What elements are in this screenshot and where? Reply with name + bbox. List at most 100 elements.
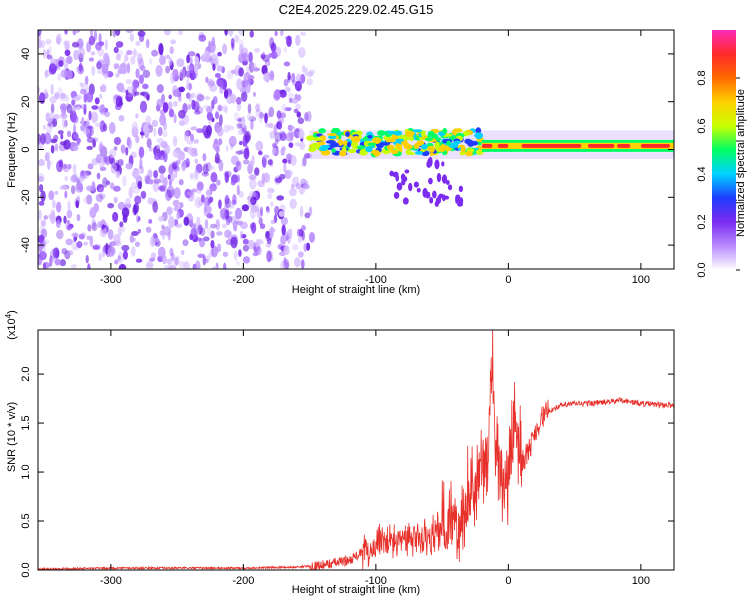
spectrogram-noise-blob xyxy=(115,73,120,78)
spectrogram-noise-blob xyxy=(90,51,96,56)
spectrogram-noise-blob xyxy=(109,182,115,190)
spectrogram-signal-blob xyxy=(351,136,361,143)
spectrogram-noise-blob xyxy=(236,174,241,183)
spectrogram-noise-blob xyxy=(174,170,178,179)
spectrogram-noise-blob xyxy=(151,119,158,128)
spectrogram-noise-blob xyxy=(230,179,236,186)
spectrogram-noise-blob xyxy=(112,30,116,38)
spectrogram-noise-blob xyxy=(118,263,127,269)
snr-x-ticks: -300 -200 -100 0 100 xyxy=(100,330,650,587)
spectrogram-noise-blob xyxy=(38,251,47,261)
spectrogram-noise-blob xyxy=(230,236,238,249)
spectrogram-noise-blob xyxy=(163,144,171,155)
spectrogram-noise-blob xyxy=(301,162,305,167)
spectrogram-noise-blob xyxy=(306,78,313,86)
spectrogram-signal-blob xyxy=(327,135,337,140)
spectrogram-noise-blob xyxy=(91,105,99,110)
spectrogram-signal-blob xyxy=(469,140,479,146)
spectrogram-noise-blob xyxy=(104,222,110,235)
spectrogram-noise-blob xyxy=(55,219,61,229)
spectrogram-noise-blob xyxy=(98,193,106,200)
spectrogram-noise-blob xyxy=(48,63,57,75)
spectrogram-noise-blob xyxy=(306,110,312,122)
spectrogram-noise-blob xyxy=(288,142,294,148)
spectrogram-noise-blob xyxy=(108,149,117,159)
spectrogram-noise-blob xyxy=(211,266,218,269)
spectrogram-noise-blob xyxy=(218,159,224,172)
spectrogram-noise-blob xyxy=(203,236,210,242)
spectrogram-noise-blob xyxy=(184,130,192,137)
spectrogram-noise-blob xyxy=(55,201,62,213)
spectrogram-noise-blob xyxy=(202,153,207,162)
spectrogram-noise-blob xyxy=(130,246,136,257)
spectrogram-noise-blob xyxy=(38,175,45,182)
spectrogram-noise-blob xyxy=(78,62,83,72)
spectrogram-noise-blob xyxy=(173,206,182,212)
spectrogram-signal-blob xyxy=(365,146,373,153)
spectrogram-noise-blob xyxy=(139,100,148,113)
spectrogram-noise-blob xyxy=(206,188,211,200)
spectrogram-noise-blob xyxy=(286,35,292,47)
spectrogram-noise-blob xyxy=(203,50,211,62)
spectrogram-noise-blob xyxy=(88,57,95,62)
spectrogram-noise-blob xyxy=(216,126,224,137)
spectrogram-noise-blob xyxy=(172,199,180,207)
snr-panel: -300 -200 -100 0 100 0.0 0.5 1.0 1.5 2.0 Height … xyxy=(4,310,675,596)
spectrogram-noise-blob xyxy=(218,138,223,146)
spectrogram-signal-blob xyxy=(363,140,370,147)
spectrogram-noise-blob xyxy=(113,46,119,54)
spectrogram-tail-blob xyxy=(459,197,464,206)
spectrogram-noise-blob xyxy=(125,163,133,170)
spectrogram-noise-blob xyxy=(156,137,165,144)
spectrogram-noise-blob xyxy=(228,135,237,147)
spectrogram-signal-blob xyxy=(424,137,433,142)
spectrogram-noise-blob xyxy=(38,142,43,151)
spectrogram-noise-blob xyxy=(179,69,186,80)
spectrogram-noise-blob xyxy=(260,53,266,60)
spectrogram-signal-blob xyxy=(352,145,359,150)
spectrogram-tail-blob xyxy=(434,159,440,170)
spectrogram-noise-blob xyxy=(194,110,201,115)
spectrogram-noise-blob xyxy=(234,207,242,220)
spectrogram-noise-blob xyxy=(117,255,121,261)
spectrogram-noise-blob xyxy=(148,219,153,224)
spectrogram-noise-blob xyxy=(72,145,79,151)
spectrogram-noise-blob xyxy=(96,184,104,193)
spectrogram-noise-blob xyxy=(207,78,215,88)
spectrogram-noise-blob xyxy=(131,79,138,91)
spectrogram-noise-blob xyxy=(222,43,228,55)
spectrogram-noise-blob xyxy=(148,178,154,185)
snr-series-line xyxy=(38,330,674,570)
spectrogram-noise-blob xyxy=(224,106,228,114)
y-tick-label: 2.0 xyxy=(20,366,32,381)
spectrogram-noise-blob xyxy=(302,156,307,167)
spectrogram-noise-blob xyxy=(46,151,51,163)
spectrogram-noise-blob xyxy=(44,92,49,99)
spectrogram-noise-blob xyxy=(202,163,209,175)
spectrogram-noise-blob xyxy=(101,84,107,93)
spectrogram-noise-blob xyxy=(46,112,54,122)
spectrogram-noise-blob xyxy=(64,190,68,199)
spectrogram-noise-blob xyxy=(299,141,306,151)
spectrogram-noise-blob xyxy=(158,185,166,191)
spectrogram-noise-blob xyxy=(192,169,200,182)
spectrogram-carrier-peak xyxy=(481,144,493,148)
snr-y-ticks: 0.0 0.5 1.0 1.5 2.0 xyxy=(20,366,674,578)
spectrogram-noise-blob xyxy=(60,92,67,99)
spectrogram-noise-blob xyxy=(47,122,52,127)
spectrogram-noise-blob xyxy=(288,125,296,130)
spectrogram-noise-blob xyxy=(276,195,285,201)
spectrogram-noise-blob xyxy=(276,121,282,130)
spectrogram-noise-blob xyxy=(212,63,216,71)
spectrogram-noise-blob xyxy=(278,210,285,217)
spectrogram-noise-blob xyxy=(107,202,115,209)
spectrogram-noise-blob xyxy=(297,117,305,125)
spectrogram-noise-blob xyxy=(254,167,260,176)
spectrogram-signal-blob xyxy=(316,141,326,146)
spectrogram-noise-blob xyxy=(104,74,108,79)
spectrogram-noise-blob xyxy=(195,260,201,269)
spectrogram-noise-blob xyxy=(72,172,78,183)
spectrogram-noise-blob xyxy=(149,57,153,65)
spectrogram-noise-blob xyxy=(98,144,105,153)
spectrogram-noise-blob xyxy=(188,93,193,102)
